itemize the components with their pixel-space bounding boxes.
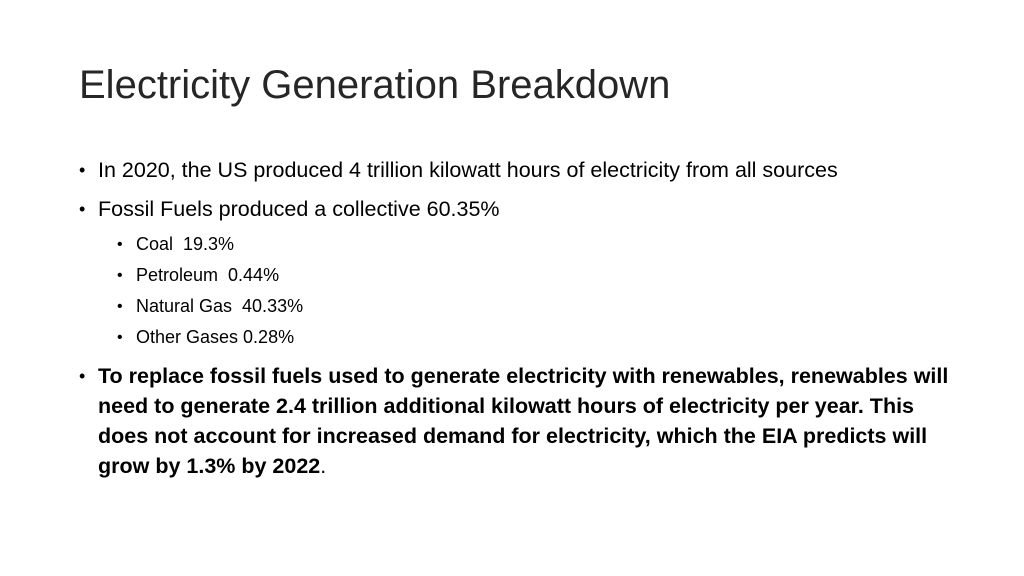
bullet-icon: • [117,236,123,253]
sub-bullet-text: Coal 19.3% [136,234,235,254]
bullet-icon: • [117,329,123,346]
bullet-icon: • [79,160,86,180]
bullet-item-renewables-target: • To replace fossil fuels used to genera… [79,361,959,481]
bullet-icon: • [117,298,123,315]
sub-bullet-coal: • Coal 19.3% [79,229,959,260]
bullet-icon: • [79,199,86,219]
bullet-tail-text: . [320,454,327,478]
sub-bullet-text: Petroleum 0.44% [136,265,280,285]
bullet-item-fossil-fuels: • Fossil Fuels produced a collective 60.… [79,194,959,224]
bullet-list: • In 2020, the US produced 4 trillion ki… [79,155,959,490]
bullet-item-us-production: • In 2020, the US produced 4 trillion ki… [79,155,959,185]
sub-bullet-natural-gas: • Natural Gas 40.33% [79,291,959,322]
fossil-fuel-sub-list: • Coal 19.3% • Petroleum 0.44% • Natural… [79,229,959,353]
sub-bullet-petroleum: • Petroleum 0.44% [79,260,959,291]
sub-bullet-text: Natural Gas 40.33% [136,296,304,316]
bullet-icon: • [79,366,86,386]
bullet-bold-text: To replace fossil fuels used to generate… [98,364,949,478]
bullet-text: Fossil Fuels produced a collective 60.35… [98,197,500,221]
sub-bullet-other-gases: • Other Gases 0.28% [79,322,959,353]
slide-title: Electricity Generation Breakdown [79,63,671,107]
bullet-text: In 2020, the US produced 4 trillion kilo… [98,158,838,182]
bullet-icon: • [117,267,123,284]
sub-bullet-text: Other Gases 0.28% [136,327,295,347]
